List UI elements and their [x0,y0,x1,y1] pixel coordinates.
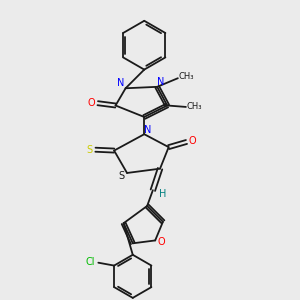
Text: N: N [144,125,152,135]
Text: O: O [189,136,196,146]
Text: Cl: Cl [85,257,95,267]
Text: N: N [117,78,124,88]
Text: H: H [159,189,167,199]
Text: S: S [86,145,92,155]
Text: O: O [157,237,165,247]
Text: O: O [88,98,95,108]
Text: CH₃: CH₃ [179,72,194,81]
Text: CH₃: CH₃ [187,102,202,111]
Text: N: N [157,77,165,87]
Text: S: S [119,171,125,182]
